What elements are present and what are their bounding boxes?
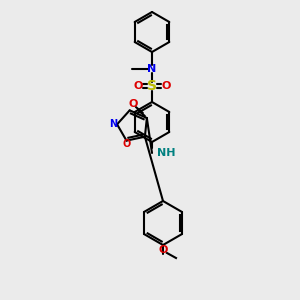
Text: O: O [158, 245, 168, 255]
Text: O: O [128, 99, 137, 109]
Text: NH: NH [157, 148, 176, 158]
Text: O: O [122, 139, 130, 148]
Text: N: N [109, 119, 117, 129]
Text: O: O [133, 81, 143, 91]
Text: N: N [147, 64, 157, 74]
Text: S: S [147, 79, 157, 93]
Text: O: O [161, 81, 171, 91]
